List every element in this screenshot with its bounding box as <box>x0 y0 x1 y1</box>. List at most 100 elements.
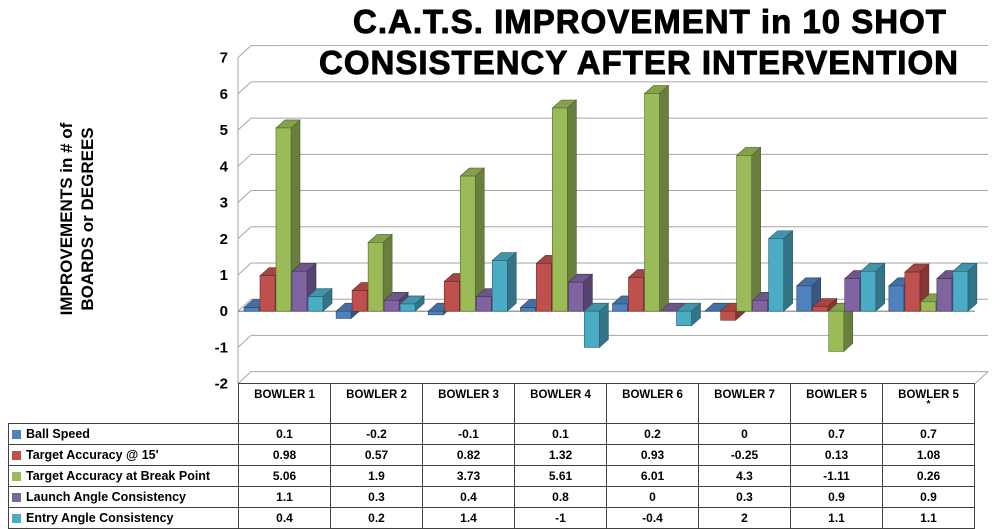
bar-target-accuracy-at-break-point-bowler-4 <box>551 99 578 312</box>
value-cell-target-accuracy-at-break-point-3: 5.61 <box>514 465 607 487</box>
bar-front-face <box>904 271 921 312</box>
gridline-diagonal <box>237 153 252 167</box>
bar-front-face <box>644 93 660 312</box>
bar-entry-angle-consistency-bowler-5 <box>859 262 886 312</box>
bar-front-face <box>584 310 600 348</box>
bar-front-face <box>844 278 861 312</box>
y-tick-label-0: 0 <box>220 303 228 320</box>
value-cell-target-accuracy-15-1: 0.57 <box>330 444 423 466</box>
plot-bottom-right-edge <box>974 371 989 385</box>
legend-cell-ball-speed: Ball Speed <box>8 423 239 445</box>
value-cell-target-accuracy-15-3: 1.32 <box>514 444 607 466</box>
gridline-diagonal <box>237 298 252 312</box>
legend-cell-launch-angle-consistency: Launch Angle Consistency <box>8 486 239 508</box>
bar-front-face <box>383 300 400 312</box>
bar-entry-angle-consistency-bowler-2 <box>399 295 425 312</box>
value-cell-entry-angle-consistency-4: -0.4 <box>606 507 699 529</box>
gridline-diagonal <box>237 226 252 240</box>
bar-side-face <box>506 251 517 312</box>
value-cell-target-accuracy-15-6: 0.13 <box>790 444 883 466</box>
value-cell-target-accuracy-at-break-point-5: 4.3 <box>698 465 791 487</box>
bar-top-face <box>703 302 730 312</box>
y-tick-label--2: -2 <box>215 376 228 393</box>
y-axis-title-line2: BOARDS or DEGREES <box>78 127 97 311</box>
value-cell-launch-angle-consistency-6: 0.9 <box>790 486 883 508</box>
bar-front-face <box>443 281 460 312</box>
bar-front-face <box>335 310 352 319</box>
bar-front-face <box>736 155 752 312</box>
value-cell-target-accuracy-15-2: 0.82 <box>422 444 515 466</box>
gridline-diagonal <box>237 262 252 276</box>
category-header-bowler-7: BOWLER 7 <box>698 383 791 424</box>
bar-front-face <box>812 306 829 312</box>
bar-side-face <box>783 230 793 312</box>
bar-entry-angle-consistency-bowler-6 <box>675 302 702 327</box>
y-tick-label-1: 1 <box>220 267 228 284</box>
value-cell-ball-speed-2: -0.1 <box>422 423 515 445</box>
value-cell-ball-speed-7: 0.7 <box>882 423 975 445</box>
value-cell-launch-angle-consistency-7: 0.9 <box>882 486 975 508</box>
chart-title-line1: C.A.T.S. IMPROVEMENT in 10 SHOT <box>300 0 1000 42</box>
value-cell-launch-angle-consistency-5: 0.3 <box>698 486 791 508</box>
bar-target-accuracy-at-break-point-bowler-2 <box>367 233 393 312</box>
table-row-entry-angle-consistency: Entry Angle Consistency 0.4 0.2 1.4 -1 -0.4 2 1… <box>8 507 975 529</box>
table-row-target-accuracy-15: Target Accuracy @ 15' 0.98 0.57 0.82 1.32 0.9… <box>8 444 975 466</box>
legend-swatch-icon <box>12 493 21 502</box>
bar-front-face <box>828 310 845 352</box>
bar-entry-angle-consistency-bowler-3 <box>491 251 518 312</box>
legend-cell-target-accuracy-15: Target Accuracy @ 15' <box>8 444 239 466</box>
y-tick-label-3: 3 <box>220 195 228 212</box>
value-cell-entry-angle-consistency-0: 0.4 <box>238 507 331 529</box>
bar-launch-angle-consistency-bowler-6 <box>659 302 686 312</box>
category-header-bowler-3: BOWLER 3 <box>422 383 515 424</box>
bar-front-face <box>275 127 292 312</box>
bar-front-face <box>427 310 444 316</box>
value-cell-launch-angle-consistency-0: 1.1 <box>238 486 331 508</box>
y-tick-label-6: 6 <box>220 86 228 103</box>
legend-cell-entry-angle-consistency: Entry Angle Consistency <box>8 507 239 529</box>
bar-front-face <box>351 290 368 312</box>
series-name: Ball Speed <box>26 427 90 441</box>
category-note: * <box>926 399 931 410</box>
bar-entry-angle-consistency-bowler-5-star <box>952 262 978 312</box>
bar-front-face <box>399 303 416 312</box>
table-header-row: BOWLER 1 BOWLER 2 BOWLER 3 BOWLER 4 BOWLER 6… <box>9 383 975 424</box>
bar-ball-speed-bowler-7 <box>703 302 730 312</box>
bar-front-face <box>367 242 384 312</box>
value-cell-ball-speed-3: 0.1 <box>514 423 607 445</box>
value-cell-target-accuracy-15-0: 0.98 <box>238 444 331 466</box>
gridline-diagonal <box>237 45 252 59</box>
category-header-bowler-2: BOWLER 2 <box>330 383 423 424</box>
gridline-diagonal <box>237 190 252 203</box>
bar-front-face <box>676 310 692 326</box>
value-cell-ball-speed-5: 0 <box>698 423 791 445</box>
value-cell-entry-angle-consistency-7: 1.1 <box>882 507 975 529</box>
bar-front-face <box>936 278 953 312</box>
value-cell-target-accuracy-15-4: 0.93 <box>606 444 699 466</box>
bar-front-face <box>720 310 736 321</box>
legend-swatch-icon <box>12 472 21 481</box>
bar-front-face <box>520 307 536 312</box>
bar-entry-angle-consistency-bowler-7 <box>767 230 794 312</box>
bar-target-accuracy-at-break-point-bowler-5 <box>827 302 854 353</box>
value-cell-ball-speed-4: 0.2 <box>606 423 699 445</box>
table-row-launch-angle-consistency: Launch Angle Consistency 1.1 0.3 0.4 0.8 0 0.3… <box>8 486 975 508</box>
bar-launch-angle-consistency-bowler-4 <box>567 273 594 312</box>
bar-front-face <box>952 271 969 312</box>
bar-side-face <box>474 167 485 312</box>
bar-front-face <box>568 281 584 312</box>
value-cell-launch-angle-consistency-4: 0 <box>606 486 699 508</box>
bar-front-face <box>612 303 628 312</box>
legend-swatch-icon <box>12 451 21 460</box>
category-header-bowler-6: BOWLER 6 <box>606 383 699 424</box>
bar-target-accuracy-at-break-point-bowler-6 <box>643 84 670 312</box>
y-axis-title-line1: IMPROVEMENTS in # of <box>57 122 76 316</box>
bar-front-face <box>888 285 905 312</box>
value-cell-entry-angle-consistency-3: -1 <box>514 507 607 529</box>
bar-front-face <box>920 301 937 312</box>
category-header-bowler-4: BOWLER 4 <box>514 383 607 424</box>
y-axis-title: IMPROVEMENTS in # of BOARDS or DEGREES <box>56 64 100 374</box>
value-cell-target-accuracy-at-break-point-1: 1.9 <box>330 465 423 487</box>
bar-front-face <box>860 271 877 312</box>
gridline-diagonal <box>237 117 252 131</box>
